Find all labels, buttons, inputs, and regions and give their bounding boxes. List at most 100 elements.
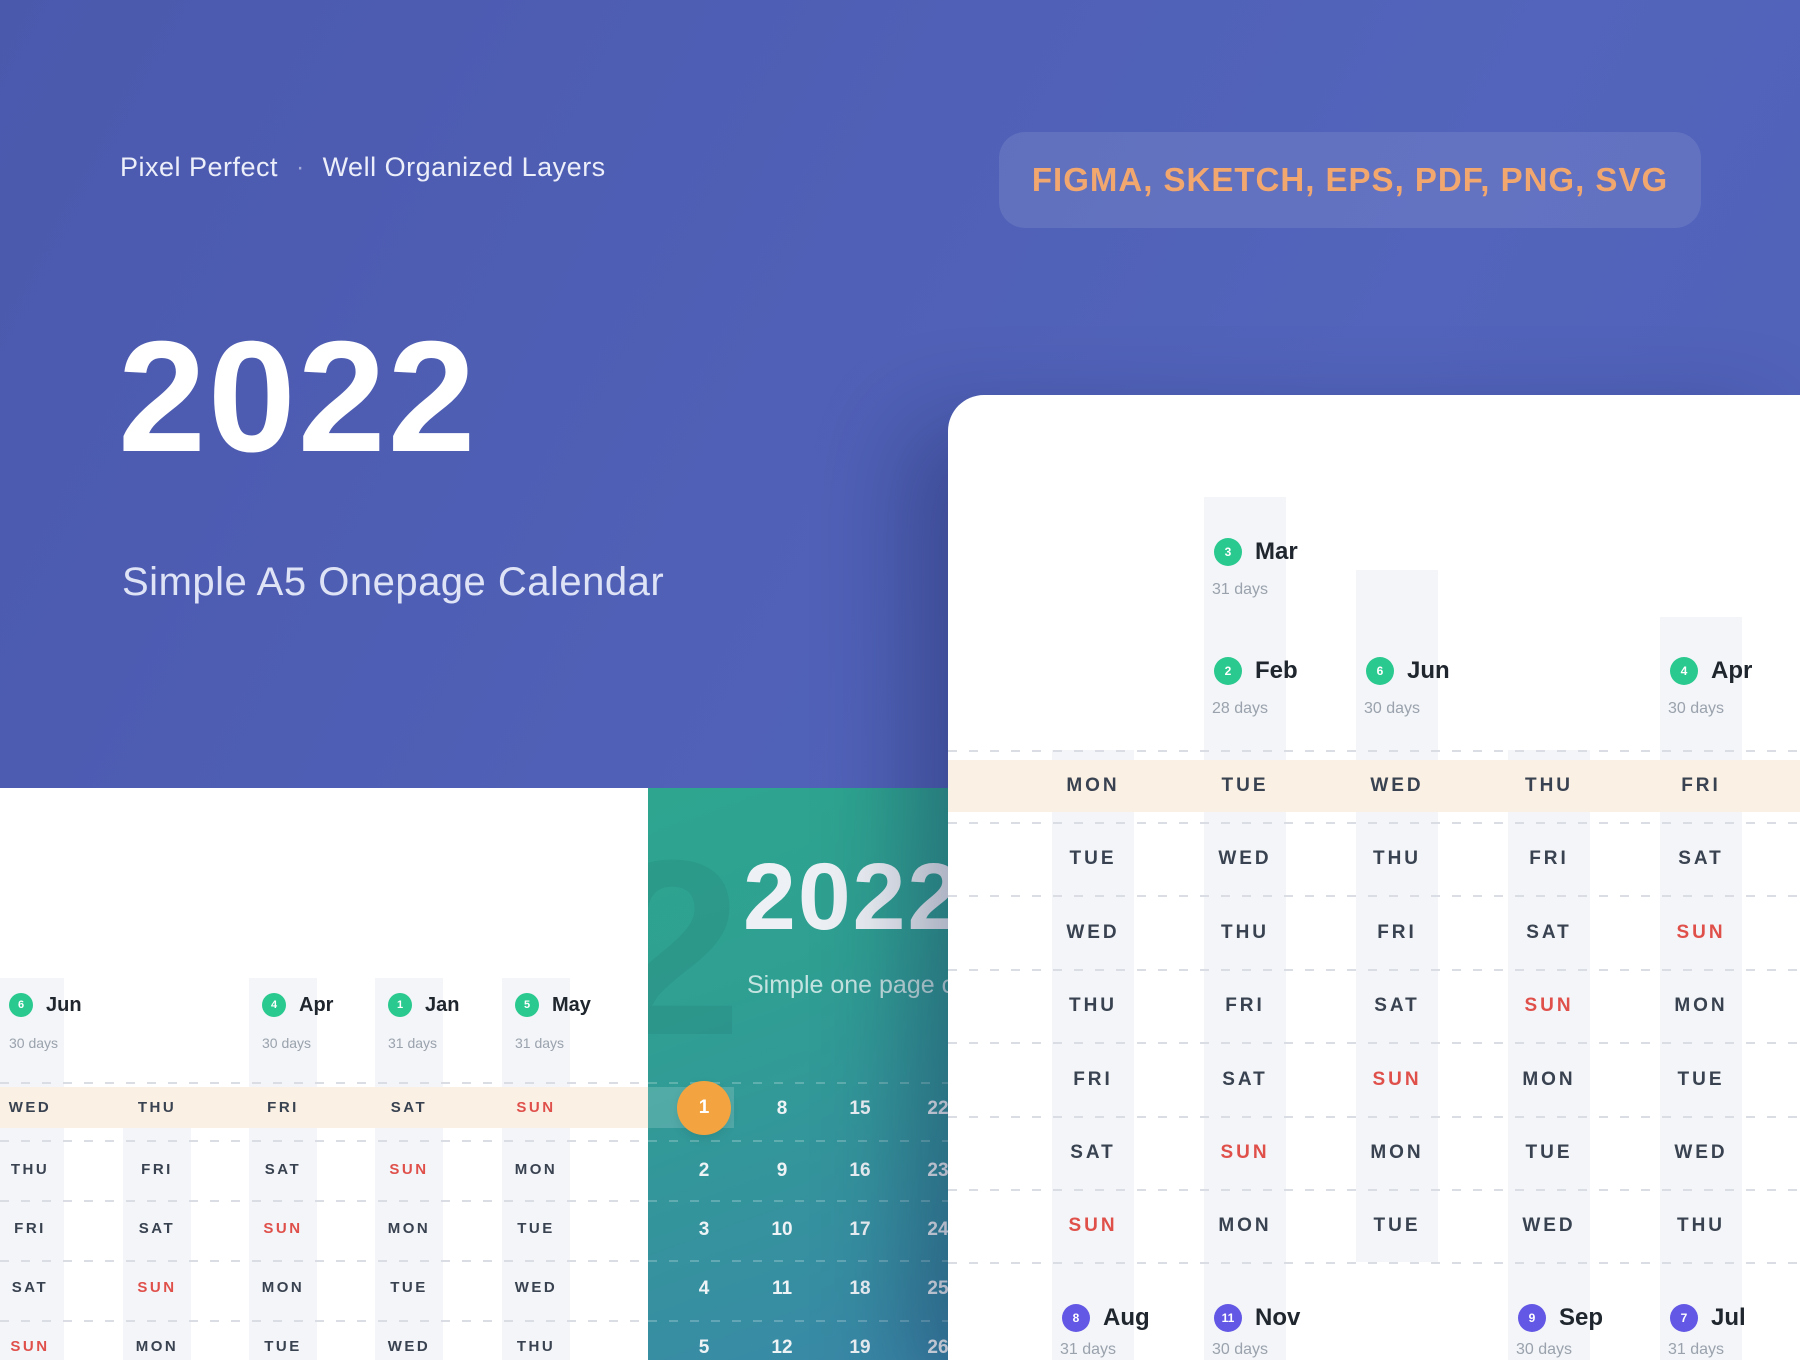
row-separator xyxy=(648,1260,950,1262)
weekday-cell: FRI xyxy=(1225,995,1265,1016)
row-separator xyxy=(948,895,1800,897)
month-days: 31 days xyxy=(388,1035,438,1051)
weekday-cell: MON xyxy=(1674,995,1728,1016)
day-cell: 8 xyxy=(776,1098,788,1119)
day-cell: 19 xyxy=(849,1337,871,1358)
month-name: Jul xyxy=(1711,1304,1746,1331)
weekday-cell: SAT xyxy=(1678,848,1724,869)
month-name: Apr xyxy=(299,993,334,1016)
weekday-cell: THU xyxy=(137,1099,177,1116)
month-aug: 8 Aug xyxy=(1062,1304,1150,1332)
day-cell: 26 xyxy=(927,1337,949,1358)
month-number-badge: 4 xyxy=(1670,657,1698,685)
weekday-cell: THU xyxy=(10,1161,50,1178)
left-calendar-panel: 6 Jun 30 days 4 Apr 30 days 1 Jan 31 day… xyxy=(0,788,648,1360)
month-name: Apr xyxy=(1711,657,1753,684)
weekday-cell: SUN xyxy=(263,1220,303,1237)
month-mar: 3 Mar xyxy=(1214,538,1298,566)
month-name: Feb xyxy=(1255,657,1298,684)
month-days: 30 days xyxy=(9,1035,59,1051)
weekday-cell: SUN xyxy=(389,1161,429,1178)
weekday-cell: SUN xyxy=(1676,922,1726,943)
day-cell: 22 xyxy=(927,1098,949,1119)
row-separator xyxy=(948,969,1800,971)
day-cell: 24 xyxy=(927,1219,949,1240)
weekday-cell: THU xyxy=(1676,1215,1726,1236)
row-separator xyxy=(948,1116,1800,1118)
row-separator xyxy=(648,1082,950,1084)
weekday-cell: FRI xyxy=(267,1099,299,1116)
month-number-badge: 1 xyxy=(388,993,412,1017)
month-days: 30 days xyxy=(1668,700,1725,717)
row-separator xyxy=(0,1082,648,1084)
month-days: 31 days xyxy=(515,1035,565,1051)
highlighted-day-1: 1 xyxy=(677,1081,731,1135)
weekday-cell: WED xyxy=(1218,848,1272,869)
weekday-cell: MON xyxy=(1370,1142,1424,1163)
month-jan: 1 Jan xyxy=(388,993,459,1017)
row-separator xyxy=(948,1262,1800,1264)
weekday-cell: FRI xyxy=(1529,848,1569,869)
hero-year: 2022 xyxy=(118,309,478,485)
weekday-cell: SUN xyxy=(1372,1069,1422,1090)
month-number-badge: 7 xyxy=(1670,1304,1698,1332)
weekday-cell: WED xyxy=(1522,1215,1576,1236)
day-cell: 15 xyxy=(849,1098,871,1119)
weekday-cell: THU xyxy=(1220,922,1270,943)
weekday-cell: MON xyxy=(135,1338,179,1355)
row-separator xyxy=(0,1260,648,1262)
day-cell: 17 xyxy=(849,1219,871,1240)
column-band xyxy=(123,1087,191,1360)
teal-card-subtitle: Simple one page calendar xyxy=(747,971,950,999)
hero-tagline: Pixel Perfect · Well Organized Layers xyxy=(120,152,606,183)
weekday-cell: TUE xyxy=(1525,1142,1573,1163)
month-name: Jan xyxy=(425,993,460,1016)
weekday-cell: WED xyxy=(514,1279,558,1296)
weekday-cell: WED xyxy=(1066,922,1120,943)
column-band xyxy=(249,978,317,1360)
month-number-badge: 9 xyxy=(1518,1304,1546,1332)
weekday-cell: FRI xyxy=(1681,775,1721,796)
month-apr: 4 Apr xyxy=(1670,657,1752,685)
weekday-cell: TUE xyxy=(1069,848,1117,869)
column-band xyxy=(1204,497,1286,1360)
month-jul: 7 Jul xyxy=(1670,1304,1746,1332)
weekday-cell: SUN xyxy=(10,1338,50,1355)
weekday-cell: TUE xyxy=(264,1338,302,1355)
month-days: 28 days xyxy=(1212,700,1269,717)
day-cell: 3 xyxy=(698,1219,710,1240)
weekday-cell: SUN xyxy=(516,1099,556,1116)
weekday-cell: SAT xyxy=(1070,1142,1116,1163)
weekday-cell: MON xyxy=(1066,775,1120,796)
weekday-cell: MON xyxy=(387,1220,431,1237)
weekday-cell: SAT xyxy=(264,1161,302,1178)
month-feb: 2 Feb xyxy=(1214,657,1298,685)
month-number-badge: 6 xyxy=(9,993,33,1017)
month-days: 31 days xyxy=(1668,1341,1725,1358)
file-formats-badge: FIGMA, SKETCH, EPS, PDF, PNG, SVG xyxy=(999,132,1701,228)
weekday-cell: SAT xyxy=(1526,922,1572,943)
weekday-cell: MON xyxy=(261,1279,305,1296)
row-separator xyxy=(0,1200,648,1202)
month-jun: 6 Jun xyxy=(9,993,82,1017)
weekday-cell: WED xyxy=(1370,775,1424,796)
row-separator xyxy=(948,1189,1800,1191)
hero-subtitle: Simple A5 Onepage Calendar xyxy=(122,560,665,604)
month-name: Aug xyxy=(1103,1304,1150,1331)
tagline-left: Pixel Perfect xyxy=(120,152,279,182)
day-cell: 23 xyxy=(927,1160,949,1181)
weekday-header-band xyxy=(0,1087,648,1128)
teal-card-year: 2022 xyxy=(743,844,950,950)
day-cell: 10 xyxy=(771,1219,793,1240)
month-days: 30 days xyxy=(1212,1341,1269,1358)
weekday-cell: WED xyxy=(8,1099,52,1116)
column-band xyxy=(0,978,64,1360)
weekday-cell: TUE xyxy=(1373,1215,1421,1236)
tagline-right: Well Organized Layers xyxy=(322,152,606,182)
weekday-cell: SAT xyxy=(390,1099,428,1116)
file-formats-label: FIGMA, SKETCH, EPS, PDF, PNG, SVG xyxy=(1031,161,1669,198)
weekday-cell: SUN xyxy=(1068,1215,1118,1236)
row-separator xyxy=(948,750,1800,752)
month-name: Nov xyxy=(1255,1304,1301,1331)
month-days: 30 days xyxy=(1364,700,1421,717)
